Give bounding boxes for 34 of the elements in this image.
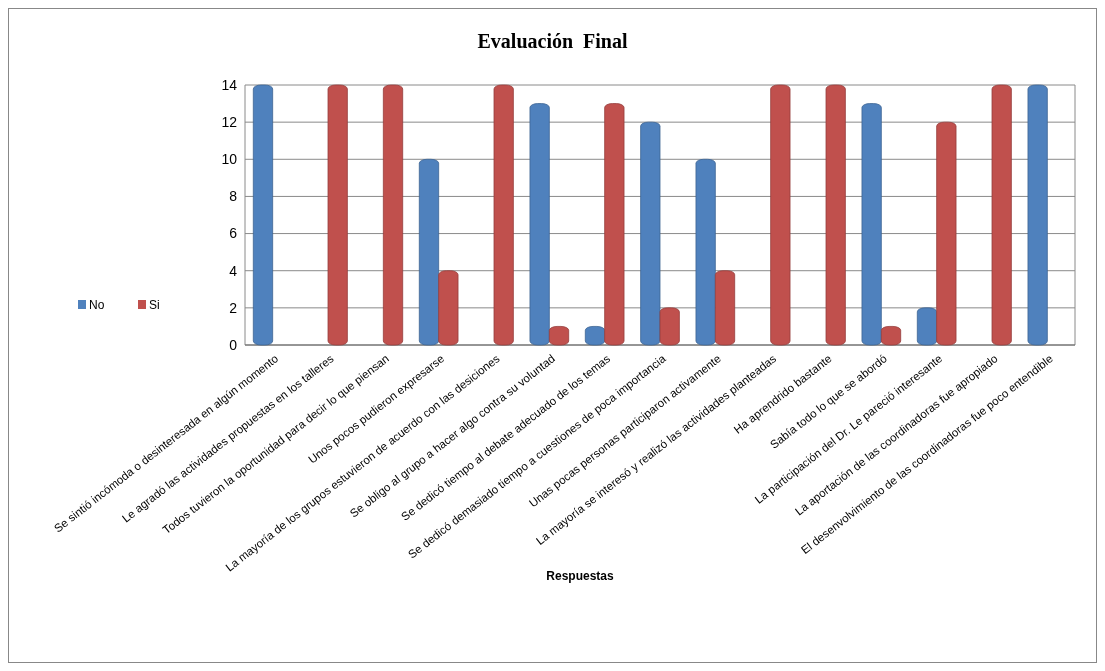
y-tick-label: 6 — [229, 225, 238, 242]
y-tick-label: 0 — [229, 336, 238, 353]
bar — [438, 270, 459, 346]
bar — [382, 84, 404, 346]
bar — [252, 84, 274, 346]
bar — [825, 84, 846, 346]
y-tick-label: 4 — [229, 262, 238, 279]
y-tick-label: 8 — [229, 188, 238, 205]
bar — [695, 158, 716, 346]
bar — [861, 103, 882, 346]
y-tick-label: 12 — [221, 114, 238, 131]
bar — [1027, 84, 1048, 346]
bar — [327, 84, 348, 346]
chart-title: Evaluación Final — [477, 30, 628, 52]
bar — [880, 326, 902, 346]
bar — [770, 84, 791, 346]
y-tick-label: 14 — [221, 76, 238, 93]
bar — [584, 326, 606, 346]
legend-label: Si — [149, 298, 160, 313]
bar — [548, 326, 570, 346]
bar — [418, 158, 440, 346]
bar — [493, 84, 514, 346]
bar — [529, 103, 550, 346]
bar — [659, 307, 680, 346]
bar — [640, 121, 661, 346]
x-axis-title: Respuestas — [546, 569, 614, 583]
bar — [991, 84, 1012, 346]
bar — [714, 270, 736, 346]
legend-label: No — [89, 298, 105, 313]
y-tick-label: 10 — [221, 151, 238, 168]
bar — [916, 307, 938, 346]
bar — [936, 121, 957, 346]
y-tick-label: 2 — [229, 299, 238, 316]
bar — [604, 103, 625, 346]
